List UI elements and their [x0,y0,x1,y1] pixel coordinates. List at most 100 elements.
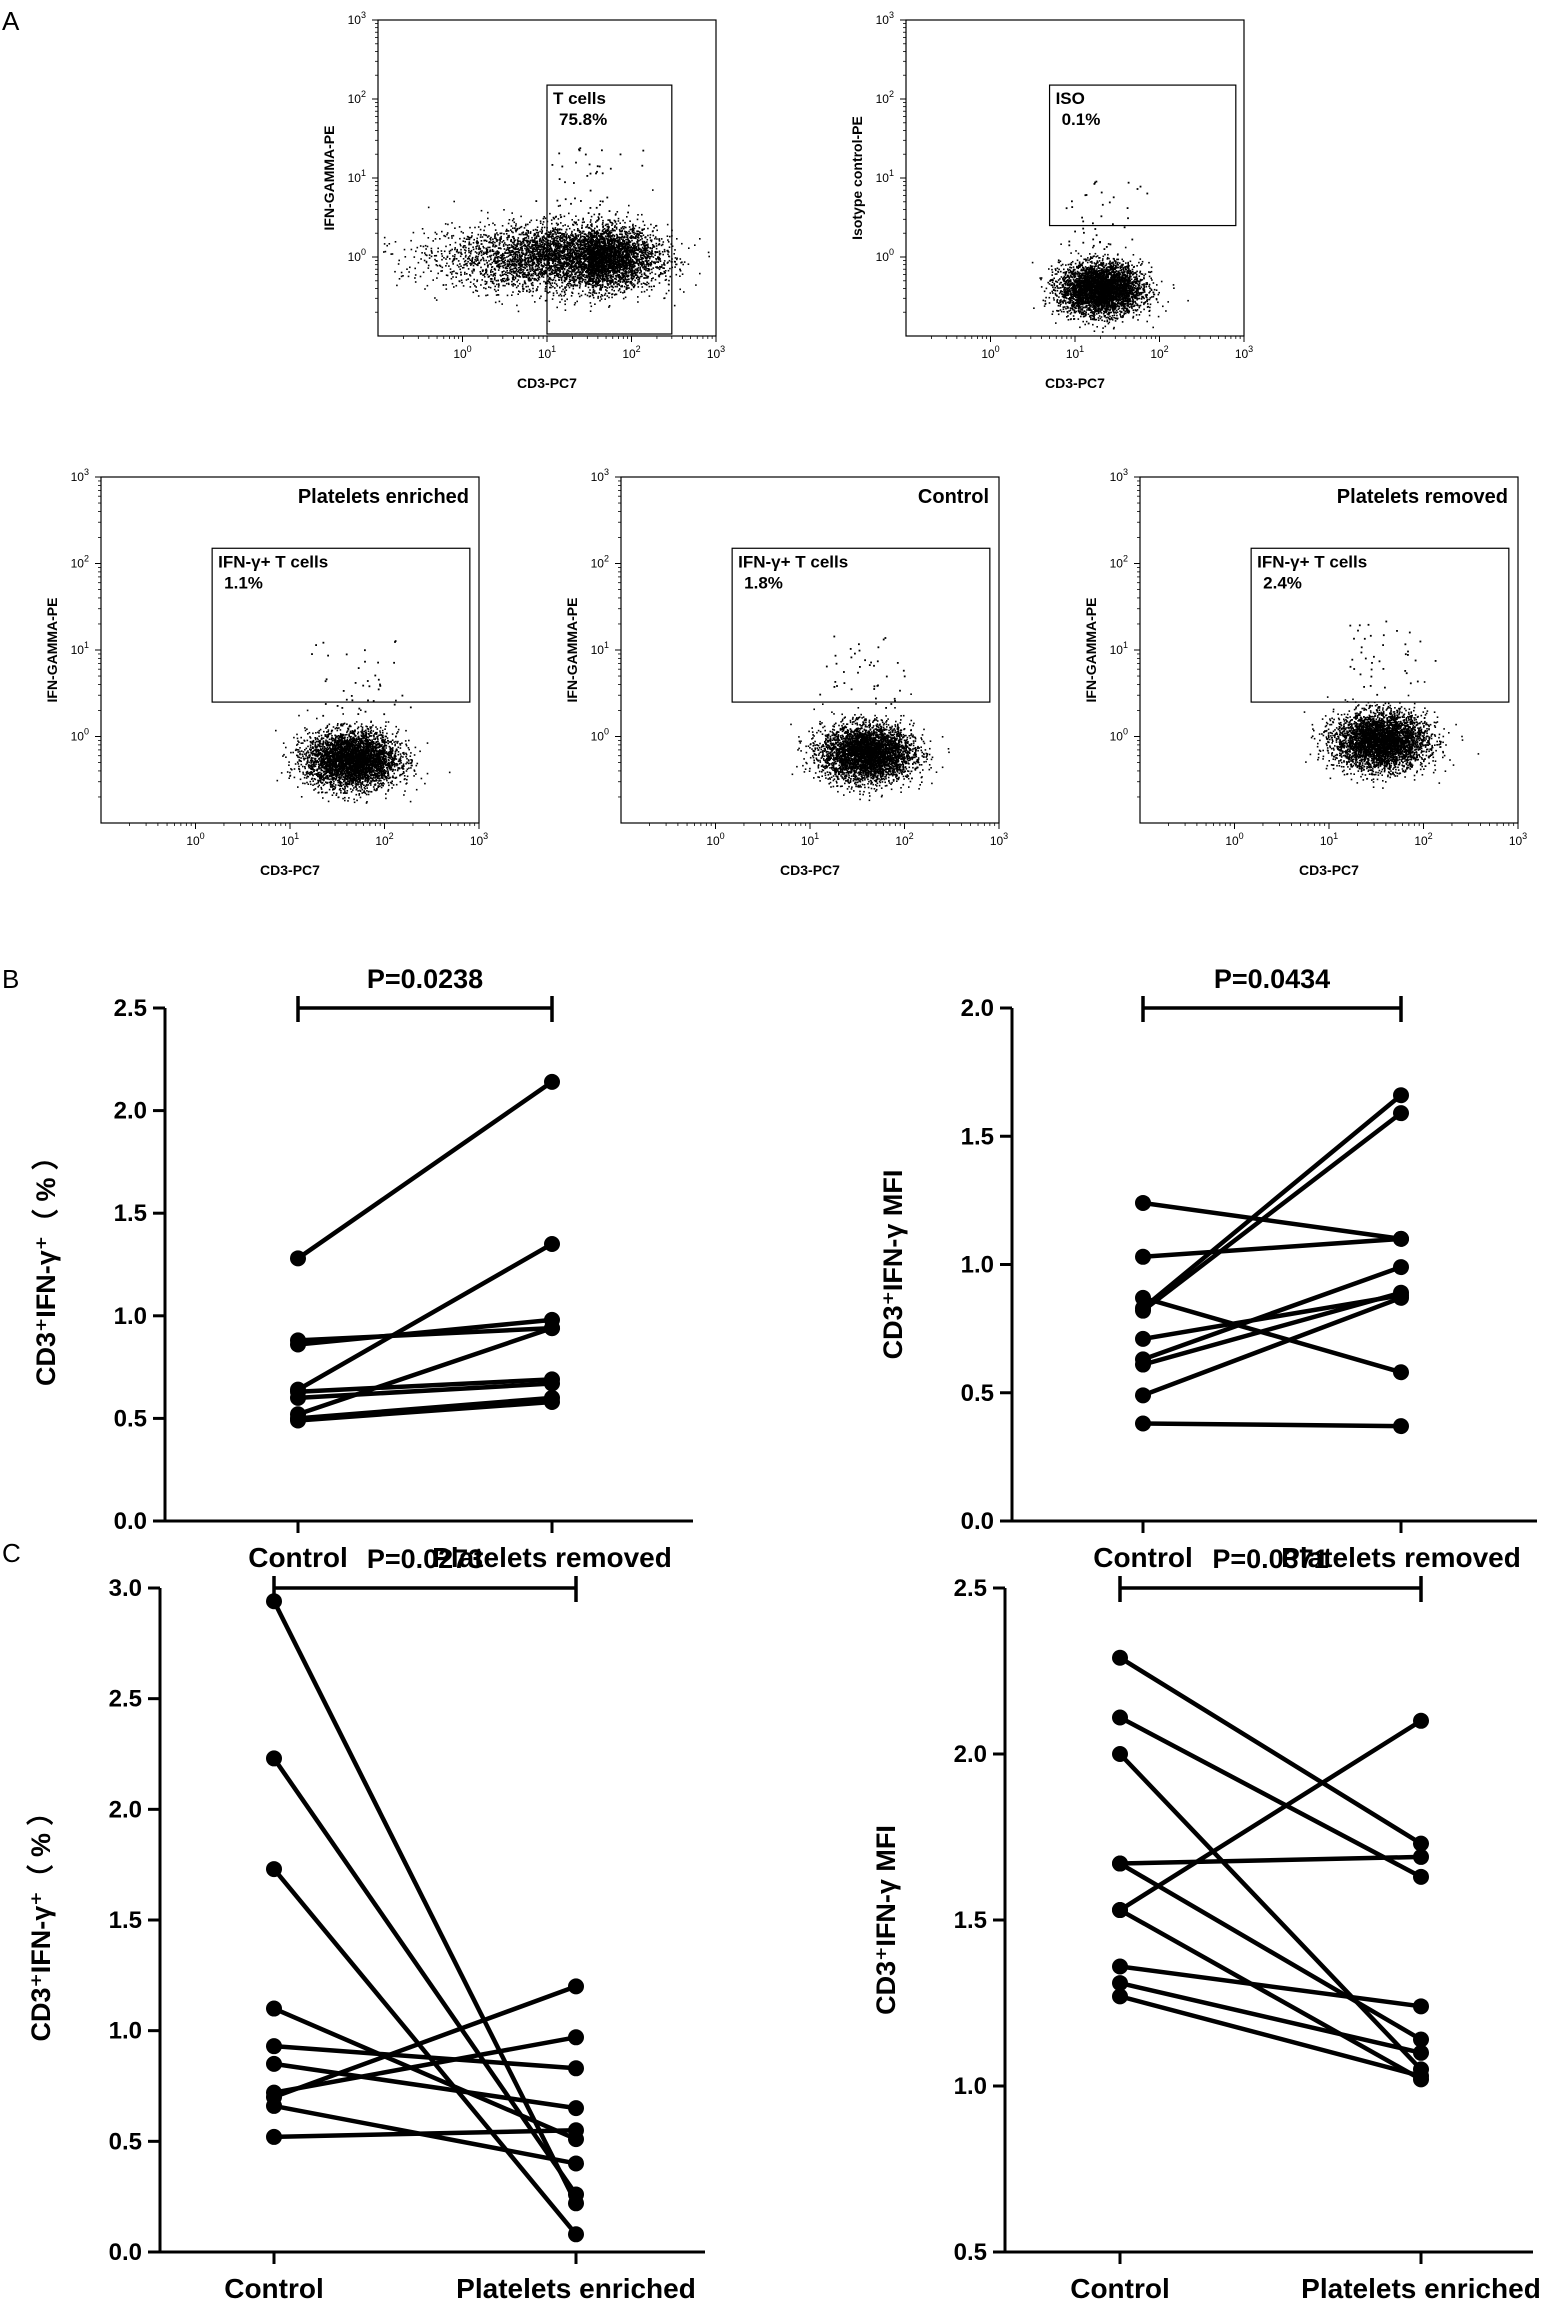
x-axis-label: CD3-PC7 [1299,862,1359,878]
x-tick-label: 102 [375,831,393,848]
data-point-treated [1413,1998,1429,2015]
pair-line [273,2043,577,2071]
x-axis-label: CD3-PC7 [260,862,320,878]
data-point-control [1112,1988,1128,2005]
data-point-control [1135,1387,1151,1404]
y-tick-label: 100 [348,247,366,264]
y-tick-label: 102 [591,554,609,571]
data-point-control [266,1861,282,1878]
category-label: Platelets removed [1281,1542,1521,1573]
pair-line [297,1317,553,1347]
data-point-treated [544,1073,560,1090]
event-dots [275,640,451,804]
pair-line [296,1242,554,1392]
pair-line [1118,1718,1423,1912]
data-point-control [266,2097,282,2114]
data-point-control [266,2055,282,2072]
y-axis-label: IFN-GAMMA-PE [1083,598,1099,703]
y-tick-label: 1.5 [114,1200,147,1227]
y-tick-label: 1.5 [954,1907,987,1934]
y-axis-label: CD3⁺IFN-γ⁺（ % ） [31,1143,61,1386]
flow-plot-control: 100 100 101 101 102 102 103 103 CD3-PC7 IFN-GAMMA… [564,467,1008,878]
x-tick-label: 101 [1320,831,1338,848]
x-tick-label: 100 [981,344,999,361]
y-axis-label: Isotype control-PE [849,116,865,240]
y-tick-label: 3.0 [109,1575,142,1602]
gate-percent: 75.8% [559,110,607,129]
x-tick-label: 100 [186,831,204,848]
data-point-treated [568,2029,584,2046]
gate-name: IFN-γ+ T cells [738,552,848,571]
y-tick-label: 1.0 [961,1252,994,1279]
pair-line [1142,1295,1402,1398]
x-tick-label: 102 [1414,831,1432,848]
event-dots [790,635,950,802]
y-tick-label: 101 [71,640,89,657]
gate-name: IFN-γ+ T cells [1257,552,1367,571]
data-point-treated [568,2226,584,2243]
data-point-control [266,2038,282,2055]
pair-line [297,1395,553,1421]
pair-line [273,2128,577,2140]
data-point-control [1135,1302,1151,1319]
y-tick-label: 0.5 [114,1405,147,1432]
y-tick-label: 100 [1110,727,1128,744]
data-point-control [1112,1649,1128,1666]
y-tick-label: 2.5 [114,995,147,1022]
data-point-control [290,1336,306,1353]
data-point-control [1135,1248,1151,1265]
y-tick-label: 100 [71,727,89,744]
y-tick-label: 101 [591,640,609,657]
pair-line [1118,1908,1423,2082]
y-tick-label: 1.0 [114,1303,147,1330]
y-tick-label: 100 [876,247,894,264]
p-value-label: P=0.0238 [367,964,483,994]
pair-line [1142,1421,1402,1429]
gate-percent: 0.1% [1062,110,1101,129]
flow-plot-platelets-enriched: 100 100 101 101 102 102 103 103 CD3-PC7 IFN-GAMMA… [44,467,488,878]
plot-frame [1139,476,1519,824]
y-tick-label: 1.5 [109,1907,142,1934]
x-tick-label: 100 [706,831,724,848]
gate-rect [731,547,991,703]
y-tick-label: 103 [1110,467,1128,484]
category-label: Control [224,2273,324,2299]
data-point-control [1112,1902,1128,1919]
category-label: Control [1093,1542,1193,1573]
pair-line [297,1377,553,1394]
x-tick-label: 100 [453,344,471,361]
data-point-control [1112,1958,1128,1975]
pair-line [1141,1093,1403,1310]
data-point-treated [1413,1868,1429,1885]
pair-line [1119,1994,1422,2079]
gate-name: ISO [1056,89,1085,108]
pair-line [1119,1854,1422,1866]
x-tick-label: 103 [1235,344,1253,361]
p-value-label: P=0.0434 [1214,964,1330,994]
paired-chart-c-percent: 0.0 0.5 1.0 1.5 2.0 2.5 3.0 Control Platelets en… [26,1544,705,2299]
y-tick-label: 102 [71,554,89,571]
y-tick-label: 102 [348,89,366,106]
x-tick-label: 101 [1066,344,1084,361]
data-point-treated [1413,2068,1429,2085]
pair-line [1142,1236,1402,1260]
x-tick-label: 103 [1509,831,1527,848]
data-point-treated [568,1978,584,1995]
y-tick-label: 100 [591,727,609,744]
pair-line [297,1325,553,1417]
data-point-control [266,1593,282,1610]
pair-line [1142,1200,1402,1242]
event-dots [1303,620,1480,789]
y-tick-label: 103 [348,10,366,27]
y-tick-label: 2.5 [954,1575,987,1602]
y-tick-label: 0.0 [961,1508,994,1535]
data-point-treated [1413,2031,1429,2048]
x-axis-label: CD3-PC7 [1045,375,1105,391]
pair-line [1142,1290,1402,1367]
flow-plot-t-cells: 100 100 101 101 102 102 103 103 CD3-PC7 IFN-GAMMA… [321,10,725,391]
x-tick-label: 100 [1225,831,1243,848]
x-axis-label: CD3-PC7 [517,375,577,391]
pair-line [297,1381,553,1401]
data-point-treated [568,2186,584,2203]
data-point-treated [544,1389,560,1406]
